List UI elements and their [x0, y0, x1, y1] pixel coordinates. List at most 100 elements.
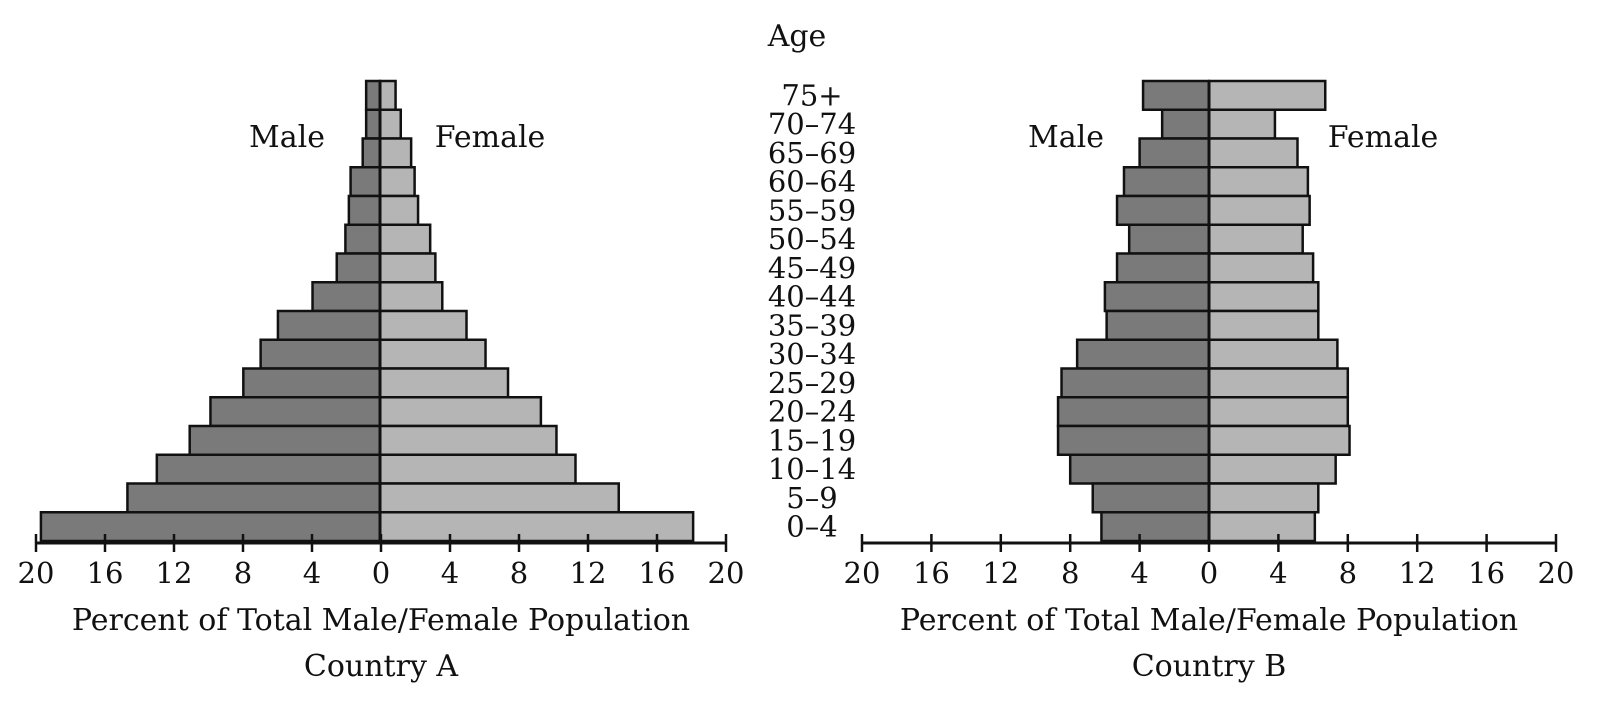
age-axis-labels: Age 75+70–7465–6960–6455–5950–5445–4940–…: [767, 19, 856, 544]
bar-male-b-15: [1100, 511, 1211, 543]
age-label: 20–24: [768, 395, 856, 429]
x-tick-label: 12: [982, 556, 1019, 590]
bar-male-b-10: [1060, 367, 1211, 399]
age-label: 65–69: [768, 136, 856, 170]
bar-female-b-9: [1207, 338, 1339, 370]
bar-female-a-6: [378, 252, 437, 284]
male-label: Male: [249, 120, 325, 155]
bar-male-a-15: [39, 511, 382, 543]
x-tick-label: 4: [1130, 556, 1148, 590]
bar-male-b-2: [1138, 137, 1211, 169]
bar-female-a-4: [378, 194, 420, 226]
age-label: 75+: [781, 78, 842, 112]
bar-male-b-13: [1068, 453, 1211, 485]
bar-male-a-9: [259, 338, 382, 370]
bar-female-b-6: [1207, 252, 1315, 284]
age-label: 15–19: [768, 423, 856, 457]
x-tick-label: 4: [441, 556, 459, 590]
x-tick-label: 16: [87, 556, 124, 590]
x-axis-title: Percent of Total Male/Female Population: [900, 603, 1518, 638]
x-tick-label: 8: [1061, 556, 1079, 590]
country-title: Country A: [304, 649, 459, 684]
x-tick-label: 0: [372, 556, 390, 590]
bar-male-a-5: [344, 223, 382, 255]
age-label: 5–9: [786, 481, 837, 515]
bar-male-a-0: [364, 79, 382, 111]
bar-male-b-14: [1091, 482, 1211, 514]
bar-female-a-15: [378, 511, 695, 543]
age-label: 45–49: [768, 251, 856, 285]
age-label: 55–59: [768, 193, 856, 227]
x-tick-label: 20: [18, 556, 55, 590]
bar-female-a-8: [378, 309, 468, 341]
bar-female-b-4: [1207, 194, 1311, 226]
bar-female-b-12: [1207, 424, 1351, 456]
bar-female-b-10: [1207, 367, 1350, 399]
age-label: 0–4: [786, 510, 837, 544]
bar-male-b-4: [1115, 194, 1211, 226]
bar-male-b-8: [1105, 309, 1211, 341]
bar-female-a-10: [378, 367, 510, 399]
x-tick-label: 20: [844, 556, 881, 590]
x-tick-label: 20: [708, 556, 745, 590]
bar-male-b-6: [1115, 252, 1211, 284]
bar-male-a-3: [349, 166, 382, 198]
x-tick-label: 8: [234, 556, 252, 590]
x-tick-label: 4: [303, 556, 321, 590]
bar-female-b-15: [1207, 511, 1317, 543]
bar-female-b-1: [1207, 108, 1277, 140]
bar-female-a-11: [378, 396, 543, 428]
age-label: 70–74: [768, 107, 856, 141]
bar-female-a-12: [378, 424, 558, 456]
bar-female-b-5: [1207, 223, 1304, 255]
x-tick-label: 16: [913, 556, 950, 590]
bar-female-b-13: [1207, 453, 1337, 485]
bar-male-b-1: [1160, 108, 1211, 140]
bar-female-b-0: [1207, 79, 1327, 111]
bar-male-a-13: [155, 453, 382, 485]
age-label: 30–34: [768, 337, 856, 371]
bar-male-a-4: [347, 194, 382, 226]
bar-female-a-13: [378, 453, 577, 485]
bar-male-b-9: [1075, 338, 1211, 370]
bar-female-a-0: [378, 79, 397, 111]
x-tick-label: 12: [156, 556, 193, 590]
age-label: 60–64: [768, 165, 856, 199]
bar-male-b-11: [1056, 396, 1211, 428]
x-tick-label: 16: [639, 556, 676, 590]
age-label: 35–39: [768, 308, 856, 342]
bar-male-b-7: [1103, 281, 1211, 313]
x-tick-label: 12: [1399, 556, 1436, 590]
bar-male-b-0: [1141, 79, 1211, 111]
bar-female-b-11: [1207, 396, 1350, 428]
bar-female-a-7: [378, 281, 444, 313]
bar-female-b-3: [1207, 166, 1310, 198]
chart-country-b: 20 16 12 8 4 0 4 8 12 16 20 Male Female Percent of To…: [844, 79, 1575, 684]
bar-female-b-8: [1207, 309, 1320, 341]
chart-country-a: 20 16 12 8 4 0 4 8 12 16 20 Male Female Percent of To…: [18, 79, 745, 684]
female-label: Female: [435, 120, 546, 155]
x-tick-label: 20: [1538, 556, 1575, 590]
bar-female-a-3: [378, 166, 416, 198]
bar-male-a-8: [276, 309, 382, 341]
bar-female-b-2: [1207, 137, 1299, 169]
bar-male-b-5: [1127, 223, 1211, 255]
bar-male-a-7: [311, 281, 382, 313]
age-label: 25–29: [768, 366, 856, 400]
bar-male-a-12: [188, 424, 382, 456]
age-label: 40–44: [768, 280, 856, 314]
age-axis-title: Age: [767, 19, 827, 54]
bar-male-b-12: [1056, 424, 1211, 456]
bar-female-a-9: [378, 338, 487, 370]
x-axis-title: Percent of Total Male/Female Population: [72, 603, 690, 638]
age-label: 50–54: [768, 222, 856, 256]
bar-male-a-10: [242, 367, 382, 399]
x-tick-label: 12: [570, 556, 607, 590]
bar-female-a-2: [378, 137, 413, 169]
bar-female-a-5: [378, 223, 432, 255]
bar-male-b-3: [1122, 166, 1211, 198]
male-label: Male: [1028, 120, 1104, 155]
bar-male-a-6: [335, 252, 382, 284]
bar-male-a-1: [364, 108, 382, 140]
